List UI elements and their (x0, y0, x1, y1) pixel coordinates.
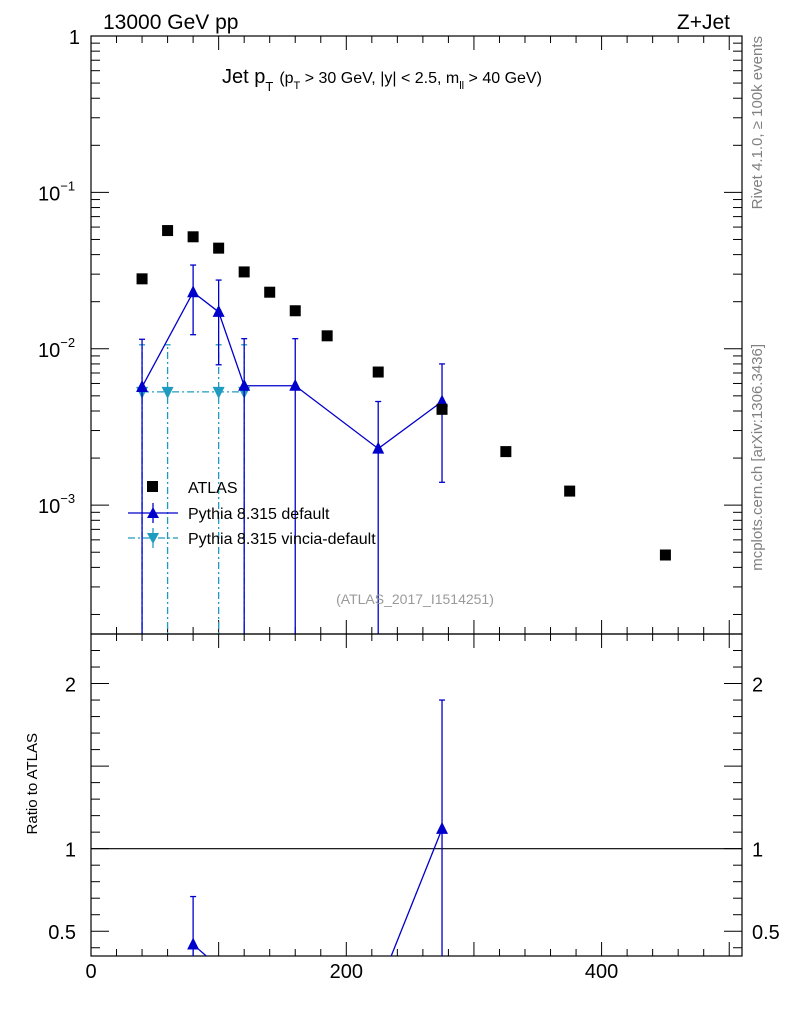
atlas-point (659, 549, 671, 561)
atlas-point (238, 266, 250, 278)
analysis-watermark: (ATLAS_2017_I1514251) (336, 591, 494, 607)
legend-label-atlas: ATLAS (188, 480, 238, 497)
ratio-plot-data (187, 699, 449, 956)
atlas-point (162, 225, 174, 237)
vincia-point (161, 386, 174, 399)
atlas-point (264, 286, 276, 298)
ratio-y-axis-label: Ratio to ATLAS (24, 733, 41, 834)
x-tick-label: 200 (330, 961, 363, 983)
main-plot-axes: 1 10−1 10−2 10−3 (38, 27, 743, 635)
pythia-point (136, 379, 149, 392)
pythia-point (372, 441, 385, 454)
atlas-point (500, 446, 512, 458)
atlas-point (436, 403, 448, 415)
x-tick-label: 0 (85, 961, 96, 983)
atlas-point (213, 242, 225, 254)
ratio-plot-frame (90, 633, 743, 957)
ratio-y-tick-label-right: 2 (752, 675, 763, 697)
atlas-point (187, 231, 199, 243)
legend-marker-pythia-vincia (147, 533, 159, 544)
legend-label-pythia-default: Pythia 8.315 default (188, 506, 330, 523)
main-y-tick-label: 10−2 (38, 335, 75, 362)
legend: ATLAS Pythia 8.315 default Pythia 8.315 … (128, 480, 376, 548)
ratio-point (436, 821, 449, 834)
ratio-y-tick-label: 2 (65, 675, 76, 697)
main-y-tick-label: 10−3 (38, 491, 75, 518)
main-y-tick-label: 10−1 (38, 178, 75, 205)
atlas-point (564, 485, 576, 497)
pythia-point (238, 378, 251, 391)
pythia-point (289, 378, 302, 391)
vincia-point (212, 386, 225, 399)
ratio-plot-axes: 0 200 400 0.5 0.5 1 1 2 2 (48, 633, 780, 983)
header-energy-label: 13000 GeV pp (103, 11, 238, 34)
legend-marker-atlas (147, 481, 158, 492)
ratio-line (390, 828, 443, 956)
atlas-point (372, 366, 384, 378)
legend-marker-pythia-default (147, 507, 159, 518)
ratio-y-tick-label-right: 1 (752, 840, 763, 862)
mcplots-label: mcplots.cern.ch [arXiv:1306.3436] (749, 344, 766, 571)
pythia-point (187, 285, 200, 298)
rivet-version-label: Rivet 4.1.0, ≥ 100k events (749, 36, 766, 209)
ratio-point (187, 937, 200, 950)
legend-label-pythia-vincia: Pythia 8.315 vincia-default (188, 531, 376, 548)
atlas-point (289, 305, 301, 317)
ratio-y-tick-label-right: 0.5 (752, 922, 780, 944)
pythia-point (212, 304, 225, 317)
header-process-label: Z+Jet (677, 11, 730, 34)
atlas-point (321, 330, 333, 342)
pythia-point (436, 394, 449, 407)
main-y-tick-label: 1 (69, 27, 80, 49)
x-tick-label: 400 (585, 961, 618, 983)
ratio-y-tick-label: 0.5 (48, 922, 76, 944)
ratio-y-tick-label: 1 (65, 840, 76, 862)
atlas-point (136, 273, 148, 285)
plot-title: Jet pT (pT > 30 GeV, |y| < 2.5, mll > 40 … (222, 66, 542, 94)
main-plot-data (136, 225, 671, 634)
